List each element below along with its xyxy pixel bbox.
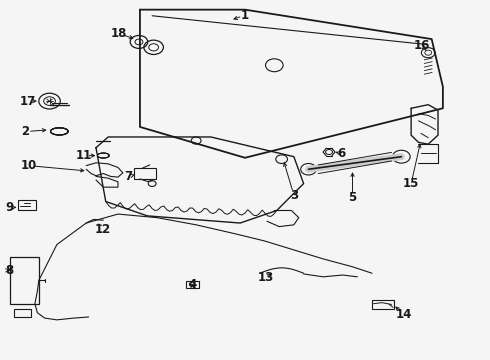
Text: 5: 5 [348, 191, 357, 204]
Bar [10, 257, 39, 304]
Text: 3: 3 [290, 189, 298, 202]
Bar [134, 168, 156, 179]
Bar [14, 309, 31, 317]
Text: 17: 17 [20, 95, 36, 108]
Text: 9: 9 [5, 202, 14, 215]
Bar [18, 201, 36, 211]
Text: 14: 14 [395, 308, 412, 321]
Text: 16: 16 [414, 39, 430, 52]
Text: 4: 4 [188, 278, 196, 291]
Text: 12: 12 [95, 223, 111, 236]
Text: 13: 13 [257, 271, 273, 284]
Bar [372, 300, 394, 309]
Text: 2: 2 [21, 125, 29, 138]
Text: 11: 11 [75, 149, 92, 162]
Bar [186, 281, 198, 288]
Text: 7: 7 [124, 170, 133, 183]
Text: 10: 10 [21, 159, 37, 172]
Text: 18: 18 [111, 27, 127, 40]
Text: 15: 15 [403, 177, 419, 190]
Text: 8: 8 [5, 264, 14, 277]
Text: 6: 6 [338, 147, 346, 160]
Text: 1: 1 [241, 9, 249, 22]
